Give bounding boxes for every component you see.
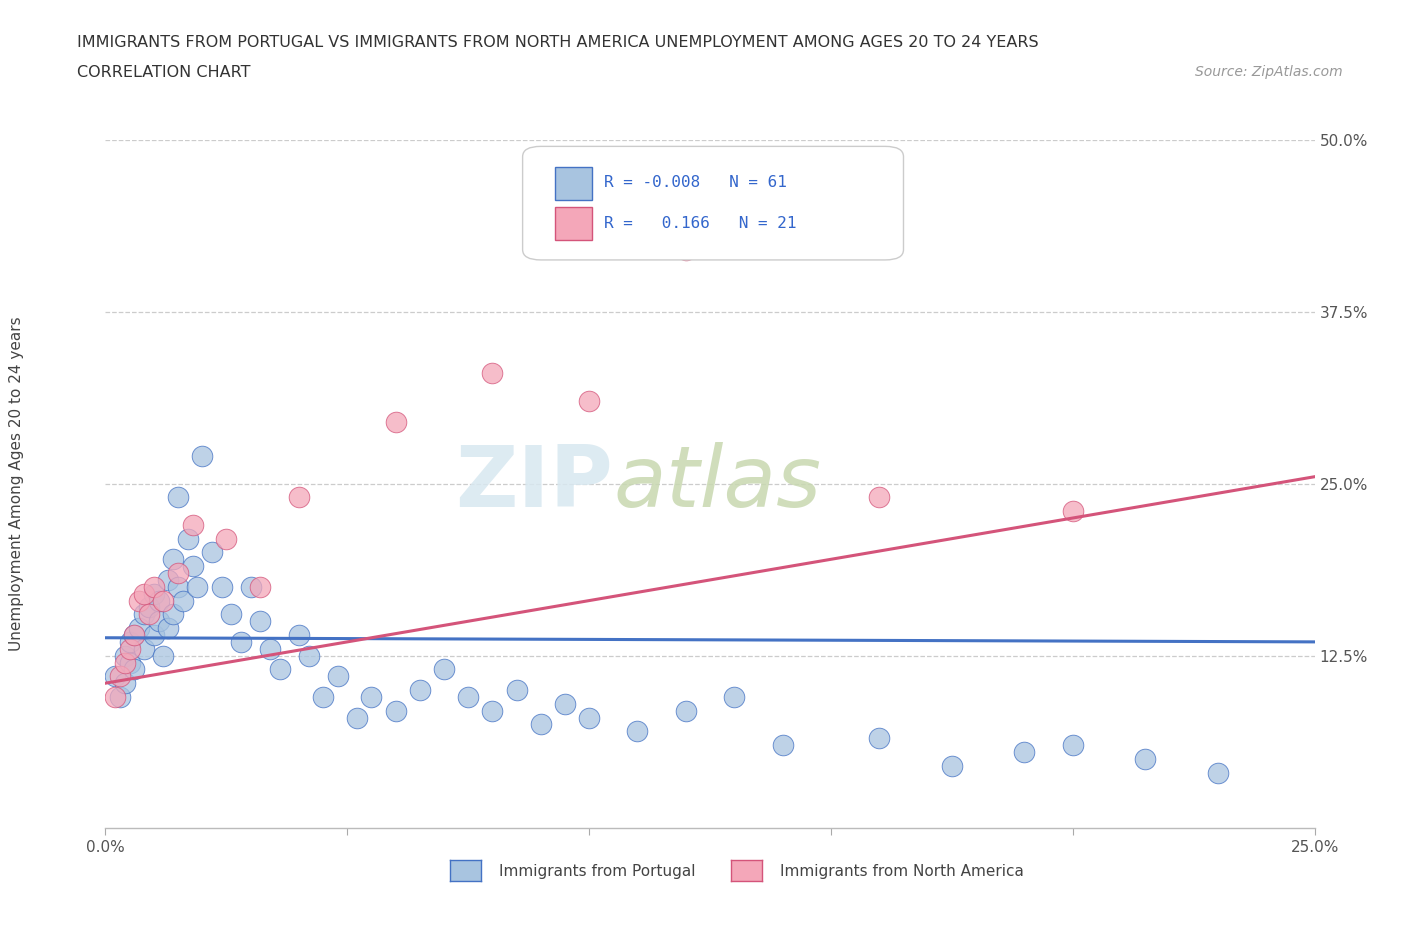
Point bbox=[249, 614, 271, 629]
Point bbox=[1135, 751, 1157, 766]
Point bbox=[152, 593, 174, 608]
Point bbox=[114, 676, 136, 691]
Point bbox=[104, 669, 127, 684]
Point bbox=[157, 620, 180, 635]
Point bbox=[148, 614, 170, 629]
Point bbox=[723, 689, 745, 704]
Point bbox=[868, 731, 890, 746]
Point bbox=[124, 628, 146, 643]
Point bbox=[269, 662, 291, 677]
Text: Source: ZipAtlas.com: Source: ZipAtlas.com bbox=[1195, 65, 1343, 79]
Point bbox=[239, 579, 262, 594]
Text: Unemployment Among Ages 20 to 24 years: Unemployment Among Ages 20 to 24 years bbox=[10, 316, 24, 651]
Point bbox=[384, 703, 406, 718]
Point bbox=[297, 648, 319, 663]
Point bbox=[186, 579, 208, 594]
Point bbox=[1062, 504, 1084, 519]
Point bbox=[312, 689, 335, 704]
Text: CORRELATION CHART: CORRELATION CHART bbox=[77, 65, 250, 80]
Text: R =   0.166   N = 21: R = 0.166 N = 21 bbox=[603, 216, 796, 231]
Point bbox=[124, 662, 146, 677]
Point bbox=[1206, 765, 1229, 780]
Point bbox=[162, 607, 184, 622]
Point bbox=[326, 669, 349, 684]
Point bbox=[675, 703, 697, 718]
Point bbox=[176, 531, 198, 546]
Point bbox=[148, 593, 170, 608]
Point bbox=[142, 586, 165, 601]
Point bbox=[457, 689, 479, 704]
Point bbox=[360, 689, 382, 704]
Point bbox=[162, 551, 184, 566]
Point bbox=[114, 648, 136, 663]
Point bbox=[118, 634, 141, 649]
Point bbox=[481, 703, 503, 718]
Text: atlas: atlas bbox=[613, 442, 821, 525]
Point bbox=[626, 724, 648, 738]
Point bbox=[152, 648, 174, 663]
Point bbox=[229, 634, 252, 649]
Point bbox=[384, 414, 406, 429]
Point bbox=[868, 490, 890, 505]
Point bbox=[409, 683, 432, 698]
Text: Immigrants from Portugal: Immigrants from Portugal bbox=[499, 864, 696, 879]
Point bbox=[578, 393, 600, 408]
Point bbox=[118, 642, 141, 657]
Point bbox=[219, 607, 242, 622]
Point bbox=[288, 490, 311, 505]
Text: ZIP: ZIP bbox=[456, 442, 613, 525]
Point bbox=[142, 579, 165, 594]
Point bbox=[124, 628, 146, 643]
Point bbox=[675, 242, 697, 257]
Point bbox=[772, 737, 794, 752]
Point bbox=[554, 697, 576, 711]
Point bbox=[138, 600, 160, 615]
Point bbox=[530, 717, 553, 732]
Point bbox=[191, 448, 214, 463]
Point bbox=[114, 655, 136, 670]
Point bbox=[1062, 737, 1084, 752]
Point bbox=[108, 669, 131, 684]
Point bbox=[142, 628, 165, 643]
Point bbox=[249, 579, 271, 594]
Point bbox=[288, 628, 311, 643]
Point bbox=[167, 565, 190, 580]
Point bbox=[118, 655, 141, 670]
Bar bbox=[555, 207, 592, 240]
Point bbox=[128, 593, 150, 608]
Text: Immigrants from North America: Immigrants from North America bbox=[780, 864, 1024, 879]
Point bbox=[157, 573, 180, 588]
Point bbox=[1014, 745, 1036, 760]
Point bbox=[134, 642, 156, 657]
Point bbox=[172, 593, 194, 608]
Point bbox=[259, 642, 281, 657]
Point bbox=[211, 579, 233, 594]
Point bbox=[215, 531, 238, 546]
Point bbox=[134, 586, 156, 601]
Point bbox=[578, 711, 600, 725]
Point bbox=[346, 711, 368, 725]
Point bbox=[134, 607, 156, 622]
Point bbox=[104, 689, 127, 704]
Point bbox=[505, 683, 527, 698]
Point bbox=[481, 366, 503, 381]
Point bbox=[108, 689, 131, 704]
FancyBboxPatch shape bbox=[523, 146, 904, 260]
Point bbox=[181, 559, 204, 574]
Point bbox=[201, 545, 224, 560]
Text: R = -0.008   N = 61: R = -0.008 N = 61 bbox=[603, 176, 786, 191]
Point bbox=[138, 607, 160, 622]
Point bbox=[167, 490, 190, 505]
Point bbox=[167, 579, 190, 594]
Point bbox=[941, 758, 963, 773]
Point bbox=[433, 662, 456, 677]
Point bbox=[128, 620, 150, 635]
Point bbox=[181, 517, 204, 532]
Text: IMMIGRANTS FROM PORTUGAL VS IMMIGRANTS FROM NORTH AMERICA UNEMPLOYMENT AMONG AGE: IMMIGRANTS FROM PORTUGAL VS IMMIGRANTS F… bbox=[77, 35, 1039, 50]
Bar bbox=[555, 167, 592, 200]
